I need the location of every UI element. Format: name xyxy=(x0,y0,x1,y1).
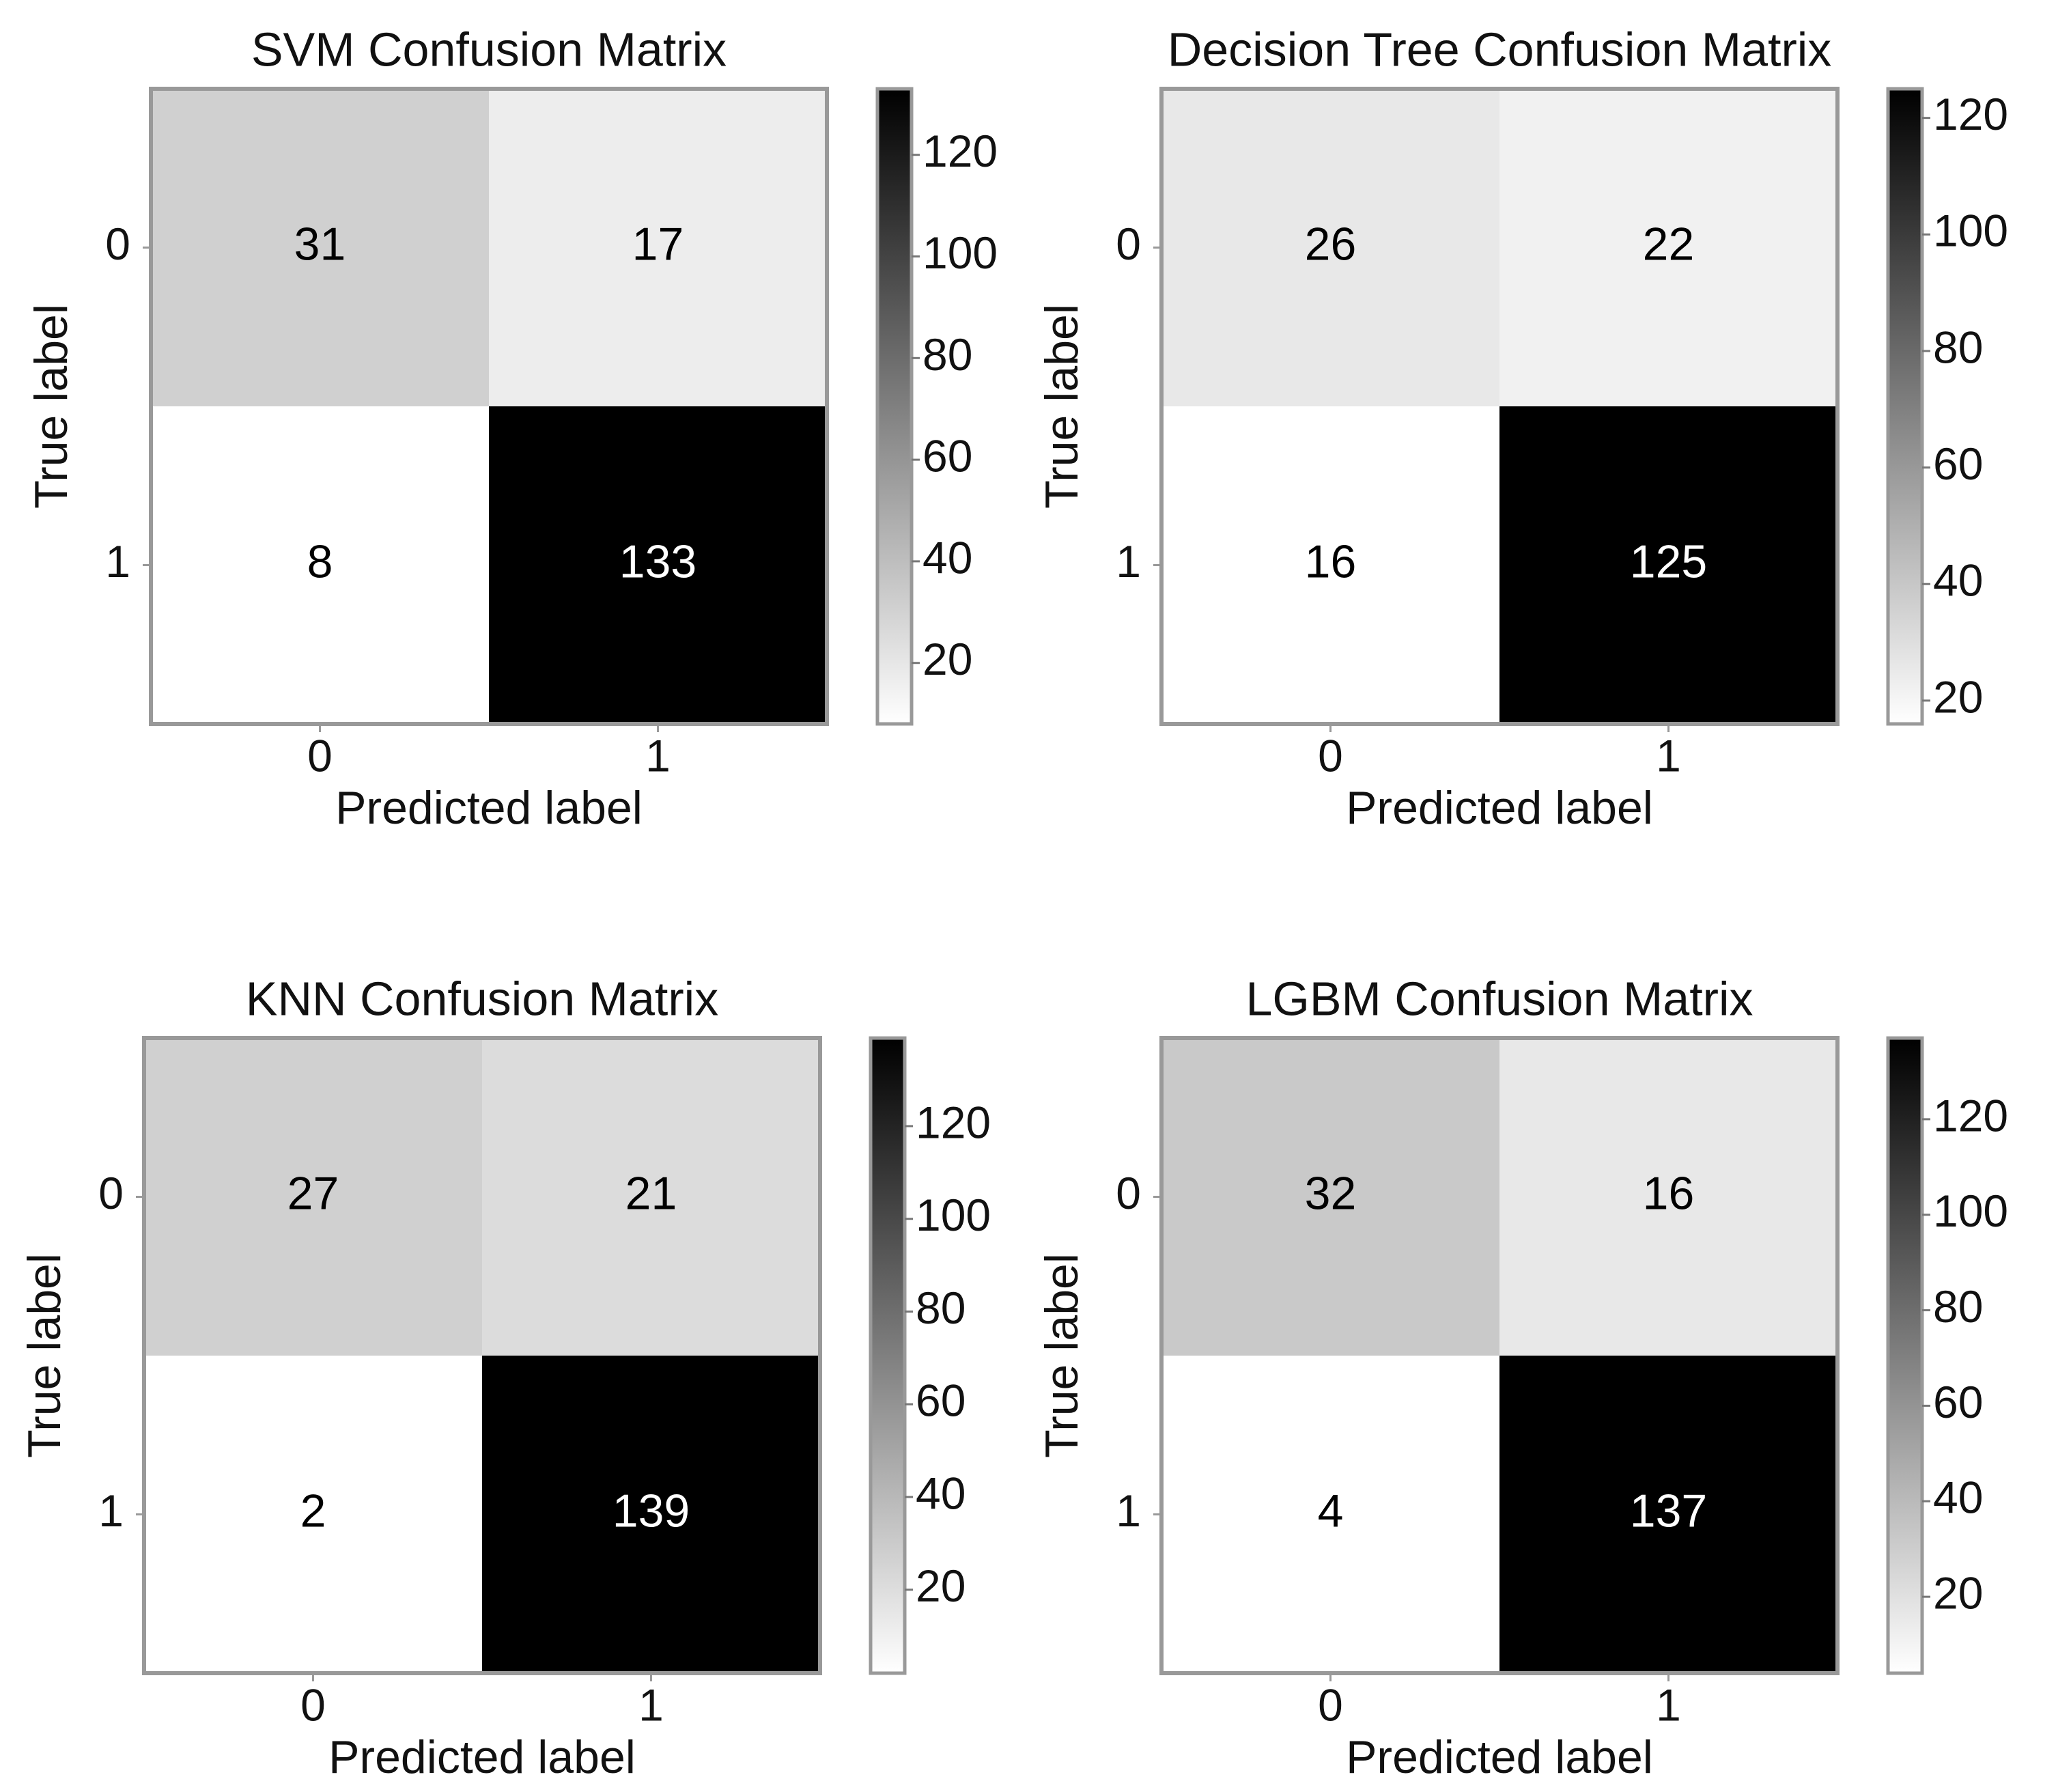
cell xyxy=(1499,406,1837,724)
x-axis-label: Predicted label xyxy=(1346,782,1653,834)
colorbar-tick-label: 120 xyxy=(922,126,998,176)
cell-label: 139 xyxy=(612,1485,690,1537)
x-tick-label: 1 xyxy=(1656,730,1681,781)
chart-title: KNN Confusion Matrix xyxy=(246,972,718,1025)
x-axis-label: Predicted label xyxy=(1346,1731,1653,1783)
cell xyxy=(151,406,489,724)
x-axis-label: Predicted label xyxy=(328,1731,636,1783)
colorbar-tick-label: 80 xyxy=(1933,1281,1983,1332)
y-axis-label: True label xyxy=(1036,304,1088,509)
chart-title: SVM Confusion Matrix xyxy=(251,23,727,76)
colorbar-tick-label: 60 xyxy=(922,431,972,481)
x-tick-label: 0 xyxy=(1318,730,1343,781)
plot-frame xyxy=(149,87,829,726)
y-tick-label: 0 xyxy=(105,219,130,269)
colorbar-tick-label: 100 xyxy=(1933,1186,2008,1236)
colorbar-tick-label: 120 xyxy=(1933,89,2008,139)
cell-label: 32 xyxy=(1305,1167,1357,1219)
cell-label: 2 xyxy=(300,1485,326,1537)
colorbar-tick-label: 40 xyxy=(922,532,972,583)
colorbar xyxy=(869,1036,907,1675)
colorbar-tick-label: 20 xyxy=(916,1560,966,1611)
cell-label: 8 xyxy=(307,535,333,587)
y-tick-label: 1 xyxy=(98,1485,124,1536)
colorbar xyxy=(875,87,914,726)
cell-label: 21 xyxy=(625,1167,677,1219)
y-tick-label: 0 xyxy=(1116,1168,1141,1218)
cell-label: 137 xyxy=(1630,1485,1707,1537)
colorbar-tick-label: 40 xyxy=(916,1468,966,1518)
cell xyxy=(151,89,489,406)
cell xyxy=(482,1356,820,1673)
colorbar-tick-label: 80 xyxy=(1933,322,1983,372)
colorbar-tick-label: 80 xyxy=(916,1283,966,1333)
cell-label: 31 xyxy=(294,218,346,270)
cell-label: 26 xyxy=(1305,218,1357,270)
cell-label: 22 xyxy=(1643,218,1695,270)
x-tick-label: 0 xyxy=(1318,1679,1343,1730)
colorbar-tick-label: 60 xyxy=(1933,1377,1983,1427)
cell xyxy=(1161,1038,1499,1356)
cell-label: 17 xyxy=(632,218,684,270)
y-axis-label: True label xyxy=(1036,1253,1088,1458)
chart-title: LGBM Confusion Matrix xyxy=(1245,972,1753,1025)
colorbar-tick-label: 120 xyxy=(916,1097,991,1147)
cell xyxy=(144,1038,482,1356)
colorbar-tick-label: 20 xyxy=(922,634,972,684)
cell xyxy=(1499,89,1837,406)
cell xyxy=(489,89,827,406)
colorbar-tick-label: 120 xyxy=(1933,1090,2008,1140)
colorbar-tick-label: 20 xyxy=(1933,671,1983,722)
colorbar-tick-label: 20 xyxy=(1933,1568,1983,1619)
y-tick-label: 0 xyxy=(98,1168,124,1218)
colorbar-tick-label: 40 xyxy=(1933,1472,1983,1523)
cell xyxy=(1499,1038,1837,1356)
chart-panel: Decision Tree Confusion Matrix 26 22 16 125 0… xyxy=(1036,23,2008,833)
chart-title: Decision Tree Confusion Matrix xyxy=(1168,23,1832,76)
cell-label: 133 xyxy=(619,535,696,587)
cell-label: 125 xyxy=(1630,535,1707,587)
plot-frame xyxy=(142,1036,822,1675)
colorbar-tick-label: 80 xyxy=(922,329,972,380)
x-tick-label: 1 xyxy=(1656,1679,1681,1730)
colorbar-tick-label: 100 xyxy=(922,227,998,278)
y-axis-label: True label xyxy=(25,304,77,509)
y-tick-label: 1 xyxy=(1116,536,1141,587)
cell xyxy=(1161,406,1499,724)
cell xyxy=(144,1356,482,1673)
cell-label: 27 xyxy=(287,1167,339,1219)
colorbar-tick-label: 100 xyxy=(1933,206,2008,256)
x-tick-label: 0 xyxy=(307,730,333,781)
y-tick-label: 1 xyxy=(1116,1485,1141,1536)
x-tick-label: 1 xyxy=(645,730,671,781)
cell xyxy=(1499,1356,1837,1673)
cell-label: 4 xyxy=(1318,1485,1344,1537)
cell xyxy=(489,406,827,724)
x-tick-label: 1 xyxy=(638,1679,664,1730)
y-tick-label: 0 xyxy=(1116,219,1141,269)
cell-label: 16 xyxy=(1305,535,1357,587)
y-tick-label: 1 xyxy=(105,536,130,587)
colorbar xyxy=(1886,87,1924,726)
plot-frame xyxy=(1159,1036,1840,1675)
y-axis-label: True label xyxy=(18,1253,70,1458)
colorbar-tick-label: 60 xyxy=(916,1375,966,1426)
cell-label: 16 xyxy=(1643,1167,1695,1219)
cell xyxy=(1161,89,1499,406)
x-axis-label: Predicted label xyxy=(335,782,643,834)
colorbar xyxy=(1886,1036,1924,1675)
colorbar-tick-label: 100 xyxy=(916,1190,991,1240)
colorbar-tick-label: 40 xyxy=(1933,555,1983,606)
cell xyxy=(1161,1356,1499,1673)
colorbar-tick-label: 60 xyxy=(1933,438,1983,489)
x-tick-label: 0 xyxy=(300,1679,326,1730)
plot-frame xyxy=(1159,87,1840,726)
cell xyxy=(482,1038,820,1356)
